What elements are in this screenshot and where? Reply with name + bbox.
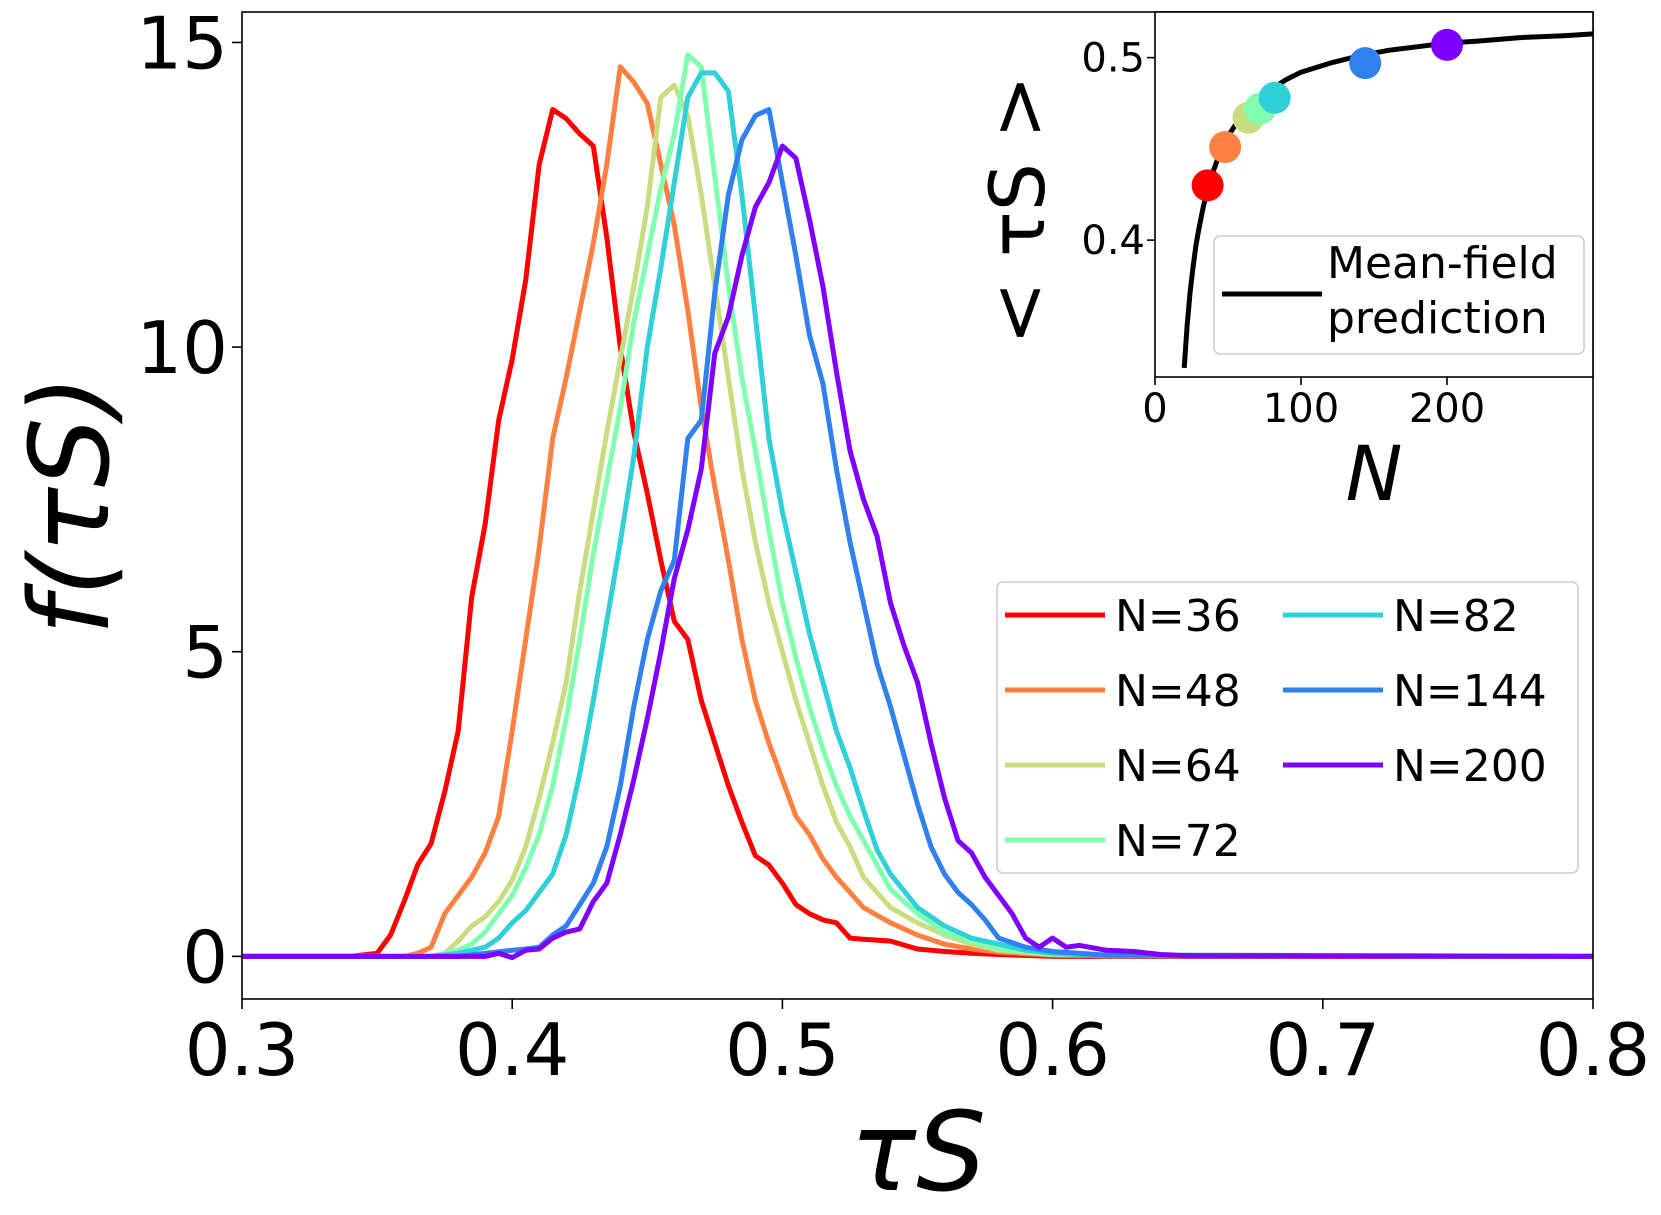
- inset-point-n-200: [1431, 28, 1463, 61]
- main-y-tick-label: 15: [136, 1, 228, 85]
- inset-plot-frame: [1154, 11, 1594, 378]
- inset-y-ticks: 0.4 0.5: [1081, 36, 1155, 264]
- inset-legend-frame: [1213, 235, 1585, 355]
- main-legend-label: N=200: [1393, 741, 1547, 792]
- inset-chart: 0 100 200 0.4 0.5 N < τS > Mean-field predi…: [973, 11, 1594, 518]
- inset-y-axis-label: < τS >: [973, 75, 1062, 345]
- inset-y-tick-label: 0.4: [1081, 218, 1145, 264]
- inset-legend-label-line2: prediction: [1327, 293, 1548, 344]
- main-legend-label: N=82: [1393, 591, 1519, 642]
- main-x-tick-label: 0.3: [185, 1008, 300, 1092]
- series-line-n-200: [242, 143, 1594, 961]
- inset-point-n-144: [1349, 47, 1382, 80]
- main-legend-label: N=36: [1115, 591, 1241, 642]
- main-legend-label: N=72: [1115, 816, 1241, 867]
- inset-y-tick-label: 0.5: [1081, 36, 1145, 82]
- main-y-tick-label: 10: [136, 306, 228, 390]
- inset-legend-label-line1: Mean-field: [1327, 238, 1558, 289]
- main-y-tick-label: 5: [182, 611, 228, 695]
- main-x-tick-label: 0.6: [995, 1008, 1110, 1092]
- main-legend-label: N=64: [1115, 741, 1241, 792]
- main-legend-label: N=48: [1115, 666, 1241, 717]
- inset-x-tick-label: 200: [1409, 386, 1485, 432]
- inset-point-n-36: [1191, 169, 1224, 202]
- main-x-tick-label: 0.4: [455, 1008, 570, 1092]
- main-y-axis-label: f(τS): [6, 375, 134, 636]
- main-series-lines: [242, 52, 1594, 961]
- series-line-n-36: [242, 107, 1593, 959]
- main-legend-items: N=36 N=48 N=64 N=72 N=82 N=144 N=200: [1005, 591, 1547, 867]
- series-line-n-72: [242, 52, 1594, 959]
- main-y-ticks: 0 5 10 15: [136, 1, 242, 999]
- inset-x-tick-label: 100: [1263, 386, 1339, 432]
- inset-x-axis-label: N: [1346, 429, 1403, 518]
- main-x-tick-label: 0.5: [725, 1008, 840, 1092]
- main-legend: N=36 N=48 N=64 N=72 N=82 N=144 N=200: [996, 581, 1579, 874]
- inset-x-tick-label: 0: [1142, 386, 1167, 432]
- series-line-n-144: [242, 107, 1594, 959]
- main-x-axis-label: τS: [850, 1088, 986, 1210]
- series-line-n-64: [242, 82, 1594, 959]
- inset-data-points: [1191, 28, 1463, 202]
- inset-point-n-48: [1209, 131, 1242, 164]
- main-x-tick-label: 0.7: [1266, 1008, 1381, 1092]
- inset-point-n-82: [1258, 81, 1291, 114]
- main-y-tick-label: 0: [182, 915, 228, 999]
- inset-legend: Mean-field prediction: [1213, 235, 1585, 355]
- main-legend-frame: [996, 581, 1579, 874]
- series-line-n-48: [242, 64, 1594, 959]
- main-x-tick-label: 0.8: [1536, 1008, 1651, 1092]
- main-plot-frame: [241, 11, 1594, 1000]
- main-legend-label: N=144: [1393, 666, 1547, 717]
- inset-x-ticks: 0 100 200: [1142, 377, 1485, 432]
- series-line-n-82: [242, 70, 1594, 959]
- main-x-ticks: 0.3 0.4 0.5 0.6 0.7 0.8: [185, 999, 1651, 1092]
